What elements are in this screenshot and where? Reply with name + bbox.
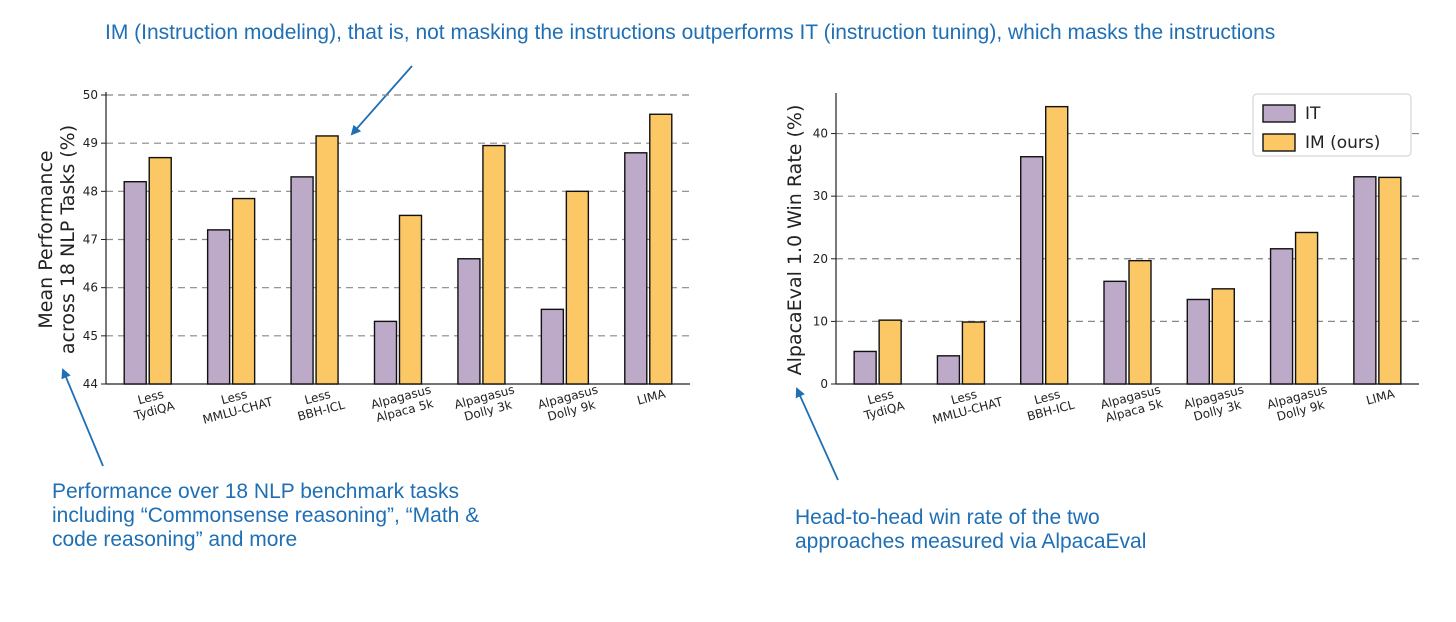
- x-tick-line: Less: [220, 387, 249, 407]
- y-tick-label: 49: [83, 136, 98, 150]
- bar-im: [148, 156, 172, 385]
- y-axis-label: AlpacaEval 1.0 Win Rate (%): [784, 105, 806, 376]
- bar-im: [482, 144, 506, 385]
- y-tick-label: 50: [83, 88, 98, 102]
- x-tick-label: AlpagasusDolly 3k: [453, 382, 520, 425]
- x-tick-label: AlpagasusDolly 3k: [1182, 382, 1249, 425]
- arrow-left: [61, 368, 104, 467]
- x-tick-label: AlpagasusDolly 9k: [1265, 382, 1332, 425]
- bar-im: [315, 135, 339, 385]
- x-tick-line: Less: [949, 387, 978, 407]
- bar-it: [123, 180, 147, 385]
- bar-im: [961, 321, 986, 385]
- y-axis-label-line: Mean Performance: [35, 150, 57, 328]
- bar-im: [231, 197, 256, 385]
- bar-it: [1020, 156, 1044, 385]
- bar-im: [565, 190, 590, 385]
- arrow-top: [350, 65, 413, 136]
- y-tick-label: 45: [83, 329, 98, 343]
- y-tick-label: 44: [83, 377, 98, 391]
- bar-it: [1269, 248, 1294, 385]
- legend-swatch: [1262, 104, 1296, 123]
- x-tick-line: Less: [136, 387, 165, 407]
- y-axis-label: Mean Performanceacross 18 NLP Tasks (%): [35, 125, 79, 354]
- x-tick-line: Less: [303, 387, 332, 407]
- y-tick-label: 40: [813, 127, 828, 141]
- bar-im: [1128, 259, 1152, 385]
- y-axis-label-line: across 18 NLP Tasks (%): [57, 125, 79, 354]
- x-tick-label: AlpagasusDolly 9k: [536, 382, 603, 425]
- y-tick-label: 0: [820, 377, 828, 391]
- bar-it: [373, 320, 398, 385]
- bar-it: [936, 355, 961, 385]
- bar-it: [540, 308, 565, 385]
- bar-it: [457, 258, 481, 385]
- bar-im: [1378, 176, 1402, 385]
- arrow-right: [795, 387, 839, 481]
- y-tick-label: 48: [83, 184, 98, 198]
- y-tick-label: 46: [83, 281, 98, 295]
- x-tick-label: LessTydiQA: [858, 385, 907, 423]
- x-tick-label: LessMMLU-CHAT: [198, 381, 275, 427]
- y-tick-label: 30: [813, 189, 828, 203]
- legend-swatch: [1262, 133, 1296, 152]
- y-tick-label: 20: [813, 252, 828, 266]
- top-annotation: IM (Instruction modeling), that is, not …: [105, 21, 1276, 44]
- x-tick-label: LIMA: [636, 386, 668, 407]
- y-axis-label-line: AlpacaEval 1.0 Win Rate (%): [784, 105, 806, 376]
- bar-im: [1045, 105, 1069, 385]
- x-tick-label: LessBBH-ICL: [292, 384, 346, 424]
- bar-it: [1103, 280, 1127, 385]
- x-tick-line: Less: [1033, 387, 1062, 407]
- bar-it: [624, 152, 648, 385]
- bar-im: [1211, 288, 1235, 385]
- x-tick-label: AlpagasusAlpaca 5k: [369, 382, 436, 425]
- x-tick-line: LIMA: [1365, 386, 1397, 407]
- y-tick-label: 47: [83, 233, 98, 247]
- left-annotation: Performance over 18 NLP benchmark tasks …: [52, 480, 480, 551]
- annotation-arrows: [61, 65, 839, 481]
- x-tick-label: AlpagasusAlpaca 5k: [1099, 382, 1166, 425]
- x-tick-label: LessMMLU-CHAT: [927, 381, 1004, 427]
- x-tick-label: LIMA: [1365, 386, 1397, 407]
- bar-im: [1294, 231, 1319, 385]
- chart-alpacaeval-win-rate: 0 10 20 30 40 LessTydiQA LessMMLU-CHAT LessBBH-…: [784, 93, 1419, 427]
- legend-label: IT: [1305, 104, 1321, 124]
- bar-im: [649, 113, 673, 385]
- x-tick-line: Less: [866, 387, 895, 407]
- bar-im: [878, 319, 902, 385]
- bar-it: [853, 350, 877, 385]
- bar-it: [1186, 298, 1210, 385]
- right-annotation: Head-to-head win rate of the two approac…: [795, 506, 1147, 553]
- bar-im: [398, 214, 423, 385]
- x-tick-line: LIMA: [636, 386, 668, 407]
- bar-it: [290, 176, 314, 385]
- bar-it: [1353, 176, 1377, 385]
- x-tick-label: LessTydiQA: [128, 385, 177, 423]
- bar-it: [206, 229, 231, 385]
- x-tick-label: LessBBH-ICL: [1022, 384, 1076, 424]
- legend-label: IM (ours): [1305, 133, 1380, 153]
- y-tick-label: 10: [813, 314, 828, 328]
